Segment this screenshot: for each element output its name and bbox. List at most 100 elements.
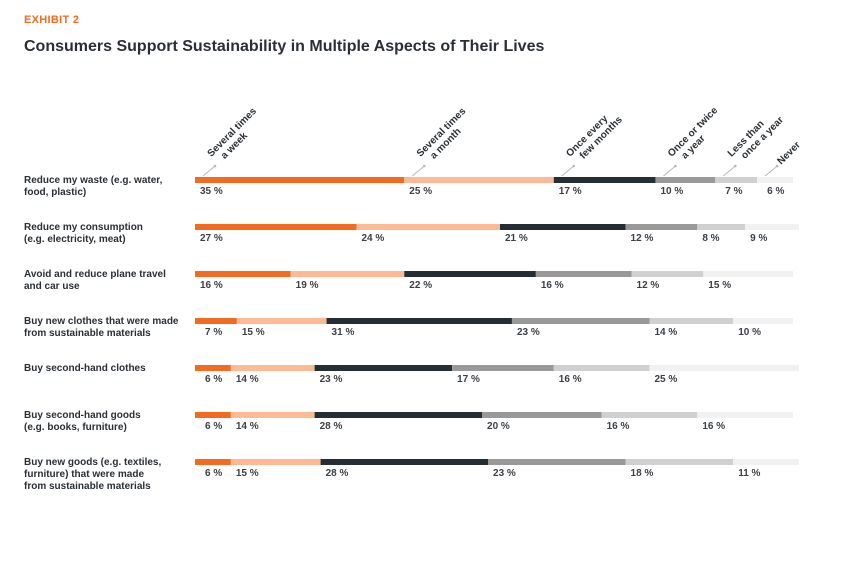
bar-segment	[649, 318, 734, 324]
value-label: 18 %	[631, 468, 654, 479]
bar-segment	[703, 271, 793, 277]
bar-segment	[488, 459, 626, 465]
annotation-dot	[213, 164, 217, 168]
annotation-dot	[775, 164, 779, 168]
exhibit-label: EXHIBIT 2	[24, 14, 80, 26]
bar-segment	[745, 224, 799, 230]
value-label: 28 %	[320, 421, 343, 432]
value-label: 9 %	[750, 233, 767, 244]
bar-segment	[314, 412, 483, 418]
value-label: 21 %	[505, 233, 528, 244]
bar-segment	[195, 224, 357, 230]
series-annotation: Several timesa month	[415, 106, 476, 167]
value-label: 12 %	[631, 233, 654, 244]
value-label: 25 %	[654, 374, 677, 385]
annotation-leader-line	[202, 165, 216, 177]
annotation-dot	[674, 164, 677, 168]
value-label: 24 %	[361, 233, 384, 244]
value-label: 6 %	[767, 186, 784, 197]
value-label: 15 %	[242, 327, 265, 338]
annotation-leader-line	[663, 165, 676, 177]
bar-segment	[625, 224, 698, 230]
value-label: 16 %	[541, 280, 564, 291]
series-annotation: Once everyfew months	[564, 106, 625, 167]
value-label: 28 %	[326, 468, 349, 479]
value-label: 10 %	[738, 327, 761, 338]
bar-segment	[195, 459, 231, 465]
value-label: 20 %	[487, 421, 510, 432]
value-label: 14 %	[654, 327, 677, 338]
value-label: 11 %	[738, 468, 760, 479]
value-label: 6 %	[205, 468, 222, 479]
bar-segment	[195, 271, 291, 277]
bar-segment	[697, 224, 746, 230]
value-label: 23 %	[320, 374, 343, 385]
row-label: Buy new goods (e.g. textiles, furniture) …	[24, 457, 161, 492]
bar-segment	[553, 365, 650, 371]
value-label: 8 %	[702, 233, 719, 244]
bar-segment	[320, 459, 489, 465]
value-label: 25 %	[409, 186, 432, 197]
bar-segment	[195, 412, 231, 418]
value-label: 6 %	[205, 374, 222, 385]
value-label: 6 %	[205, 421, 222, 432]
value-label: 17 %	[457, 374, 480, 385]
value-label: 14 %	[236, 374, 259, 385]
value-label: 15 %	[708, 280, 731, 291]
bar-segment	[236, 318, 327, 324]
value-label: 7 %	[725, 186, 742, 197]
bar-segment	[631, 271, 704, 277]
bar-segment	[230, 459, 321, 465]
bar-segment	[195, 177, 405, 183]
value-label: 12 %	[637, 280, 660, 291]
series-annotation: Never	[775, 140, 803, 168]
bar-segment	[195, 318, 237, 324]
bar-segment	[314, 365, 453, 371]
row-label: Buy new clothes that were made from susta…	[24, 316, 179, 339]
value-label: 16 %	[200, 280, 223, 291]
bar-segment	[553, 177, 656, 183]
row-label: Reduce my consumption (e.g. electricity, …	[24, 222, 143, 245]
row-label: Buy second-hand clothes	[24, 363, 146, 374]
bar-segment	[649, 365, 799, 371]
bar-segment	[625, 459, 734, 465]
bar-segment	[757, 177, 793, 183]
value-label: 10 %	[660, 186, 683, 197]
bar-segment	[452, 365, 554, 371]
row-label: Avoid and reduce plane travel and car use	[24, 269, 166, 292]
bar-segment	[290, 271, 405, 277]
value-label: 16 %	[607, 421, 630, 432]
value-label: 7 %	[205, 327, 222, 338]
chart-title: Consumers Support Sustainability in Mult…	[24, 38, 545, 55]
bar-segment	[733, 459, 799, 465]
row-label: Reduce my waste (e.g. water, food, plasti…	[24, 175, 163, 198]
bar-segment	[404, 271, 536, 277]
bar-segment	[655, 177, 716, 183]
bar-segment	[511, 318, 650, 324]
value-label: 17 %	[559, 186, 582, 197]
bar-segment	[715, 177, 758, 183]
value-label: 23 %	[493, 468, 516, 479]
row-label: Buy second-hand goods (e.g. books, furnit…	[24, 410, 141, 433]
value-label: 14 %	[236, 421, 259, 432]
bar-segment	[601, 412, 698, 418]
value-label: 16 %	[559, 374, 582, 385]
bar-segment	[535, 271, 632, 277]
bar-segment	[499, 224, 626, 230]
value-label: 19 %	[296, 280, 319, 291]
annotation-dot	[572, 164, 576, 168]
bar-segment	[697, 412, 793, 418]
bar-segment	[733, 318, 793, 324]
bar-segment	[404, 177, 554, 183]
value-label: 35 %	[200, 186, 223, 197]
annotation-leader-line	[764, 165, 778, 177]
value-label: 27 %	[200, 233, 223, 244]
annotation-leader-line	[561, 165, 575, 177]
value-label: 23 %	[517, 327, 540, 338]
annotation-leader-line	[411, 165, 425, 177]
bar-segment	[230, 412, 315, 418]
bar-segment	[326, 318, 512, 324]
bar-segment	[195, 365, 231, 371]
series-annotation: Several timesa week	[206, 106, 267, 167]
